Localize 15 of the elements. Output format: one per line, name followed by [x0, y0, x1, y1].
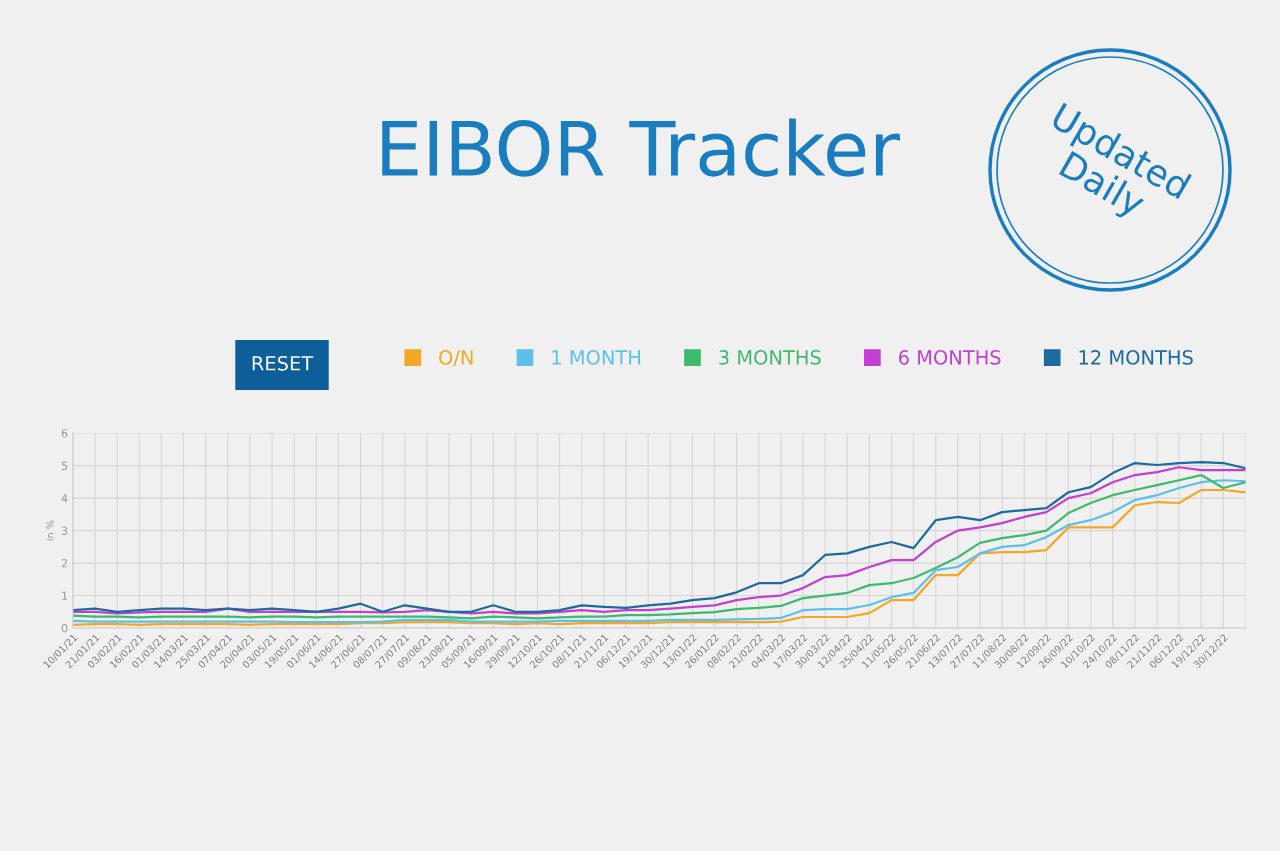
legend-label: 12 MONTHS — [1079, 350, 1193, 365]
legend-label: 3 MONTHS — [719, 350, 821, 365]
y-tick-label: 1 — [62, 591, 68, 600]
y-tick-label: 6 — [61, 429, 68, 438]
y-tick-label: 0 — [61, 624, 68, 633]
legend-label: O/N — [439, 350, 473, 367]
y-tick-label: 2 — [61, 559, 67, 568]
y-tick-label: 5 — [61, 461, 68, 471]
legend-label: 6 MONTHS — [899, 350, 1001, 365]
chart-title: EIBOR Tracker — [382, 118, 900, 177]
text: RESET — [252, 355, 314, 371]
y-tick-label: 3 — [61, 526, 68, 535]
y-axis-title: in % — [46, 520, 54, 541]
legend-label: 1 MONTH — [552, 350, 641, 365]
y-tick-label: 4 — [61, 494, 68, 503]
